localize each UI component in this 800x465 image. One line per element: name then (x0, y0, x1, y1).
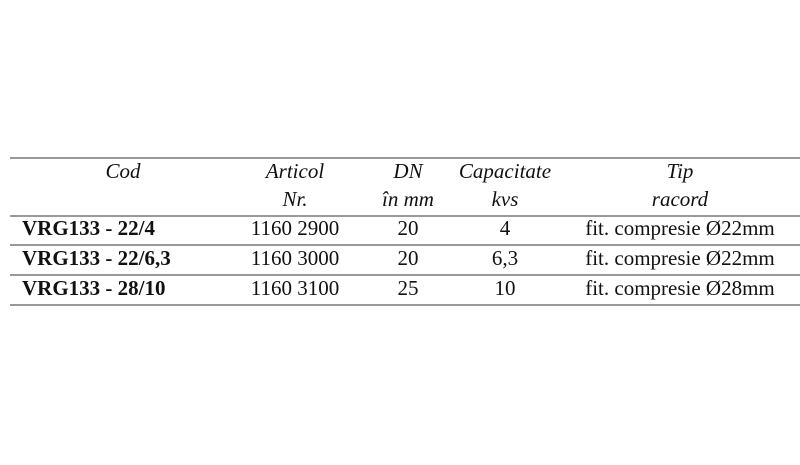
table-cell: 10 (495, 276, 516, 300)
table-cell: 20 (398, 246, 419, 270)
column-header: Tip (667, 159, 694, 183)
product-code: VRG133 - 22/4 (22, 216, 155, 240)
table-cell: 20 (398, 216, 419, 240)
column-header: în mm (382, 187, 434, 211)
table-cell: 1160 3100 (251, 276, 339, 300)
column-header: kvs (492, 187, 519, 211)
table-cell: 1160 3000 (251, 246, 339, 270)
column-header: Nr. (281, 187, 307, 211)
column-header: Cod (105, 159, 141, 183)
column-header: DN (392, 159, 423, 183)
table-cell: 4 (500, 216, 511, 240)
table-cell: fit. compresie Ø28mm (585, 276, 775, 300)
table-cell: fit. compresie Ø22mm (585, 246, 775, 270)
column-header: racord (652, 187, 709, 211)
product-code: VRG133 - 28/10 (22, 276, 166, 300)
column-header: Capacitate (459, 159, 551, 183)
product-code: VRG133 - 22/6,3 (22, 246, 171, 270)
table-cell: 25 (398, 276, 419, 300)
table-cell: fit. compresie Ø22mm (585, 216, 775, 240)
table-cell: 1160 2900 (251, 216, 339, 240)
column-header: Articol (264, 159, 324, 183)
table-cell: 6,3 (492, 246, 518, 270)
